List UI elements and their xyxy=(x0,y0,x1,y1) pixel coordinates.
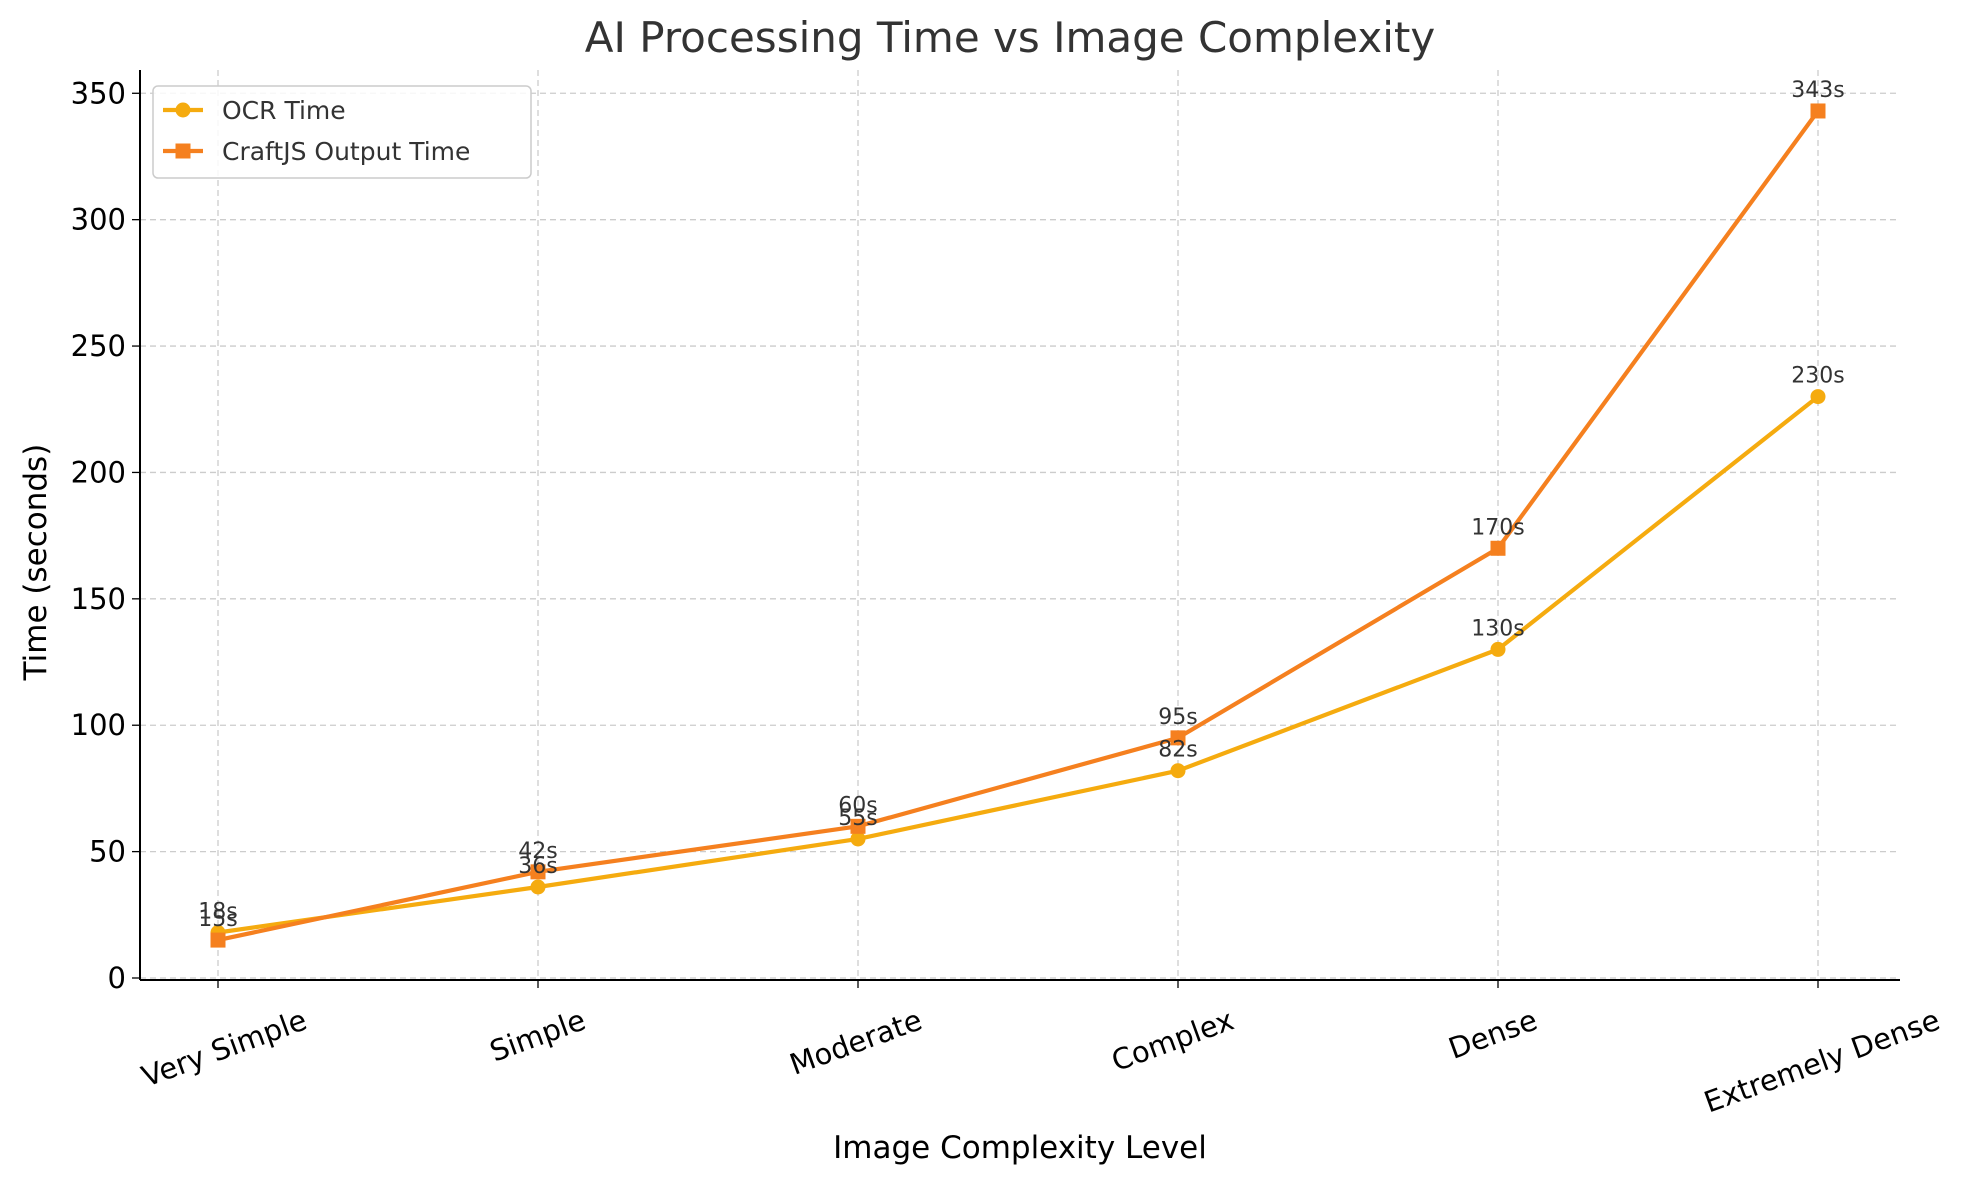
data-label: 55s xyxy=(838,806,877,831)
data-label: 60s xyxy=(838,793,877,818)
data-labels: 18s 36s 55s 82s 130s 230s 15s 42s 60s 95s 170s 343s xyxy=(198,78,1844,932)
x-tick-label: Complex xyxy=(1107,1003,1238,1078)
data-label: 82s xyxy=(1158,738,1197,763)
y-tick-label: 50 xyxy=(89,835,126,869)
data-point-square xyxy=(210,932,226,948)
data-point-square xyxy=(850,818,866,834)
legend-label: CraftJS Output Time xyxy=(222,137,470,166)
data-point-circle xyxy=(1490,641,1506,657)
y-tick-label: 150 xyxy=(71,582,126,616)
data-point-square xyxy=(1490,540,1506,556)
series-line-ocr-time xyxy=(215,394,1821,935)
data-point-circle xyxy=(1170,763,1186,779)
data-point-circle xyxy=(1810,389,1826,405)
data-label: 42s xyxy=(518,839,557,864)
x-tick-label: Extremely Dense xyxy=(1699,1003,1944,1120)
data-label: 343s xyxy=(1791,78,1844,103)
series-layer xyxy=(210,103,1826,948)
data-label: 130s xyxy=(1471,616,1524,641)
legend-marker-circle xyxy=(175,102,191,118)
y-tick-label: 300 xyxy=(71,203,126,237)
y-axis-title: Time (seconds) xyxy=(18,444,54,682)
data-label: 18s xyxy=(198,900,237,925)
legend-marker-square xyxy=(175,143,191,159)
series-line-craftjs-output-time xyxy=(215,108,1821,943)
y-tick-label: 200 xyxy=(71,455,126,489)
grid xyxy=(140,70,1900,980)
data-point-square xyxy=(1170,730,1186,746)
legend: OCR Time CraftJS Output Time xyxy=(152,85,532,179)
y-tick-label: 0 xyxy=(108,961,126,995)
data-point-circle xyxy=(850,831,866,847)
y-tick-label: 100 xyxy=(71,708,126,742)
data-label: 170s xyxy=(1471,515,1524,540)
data-label: 95s xyxy=(1158,705,1197,730)
data-label: 36s xyxy=(518,854,557,879)
y-tick-label: 350 xyxy=(71,76,126,110)
chart-title: AI Processing Time vs Image Complexity xyxy=(585,13,1435,62)
x-tick-label: Dense xyxy=(1444,1003,1542,1066)
legend-label: OCR Time xyxy=(222,96,346,125)
data-point-circle xyxy=(530,879,546,895)
data-label: 230s xyxy=(1791,364,1844,389)
x-tick-label: Simple xyxy=(485,1003,590,1069)
x-tick-label: Moderate xyxy=(785,1003,926,1082)
y-tick-label: 250 xyxy=(71,329,126,363)
data-label: 15s xyxy=(198,907,237,932)
legend-box xyxy=(152,85,532,179)
x-axis-title: Image Complexity Level xyxy=(833,1130,1207,1166)
x-tick-label: Very Simple xyxy=(137,1003,311,1094)
axes: 0 50 100 150 200 250 300 350 Very Simple Simple Mo… xyxy=(71,70,1944,1120)
data-point-square xyxy=(530,864,546,880)
data-point-square xyxy=(1810,103,1826,119)
